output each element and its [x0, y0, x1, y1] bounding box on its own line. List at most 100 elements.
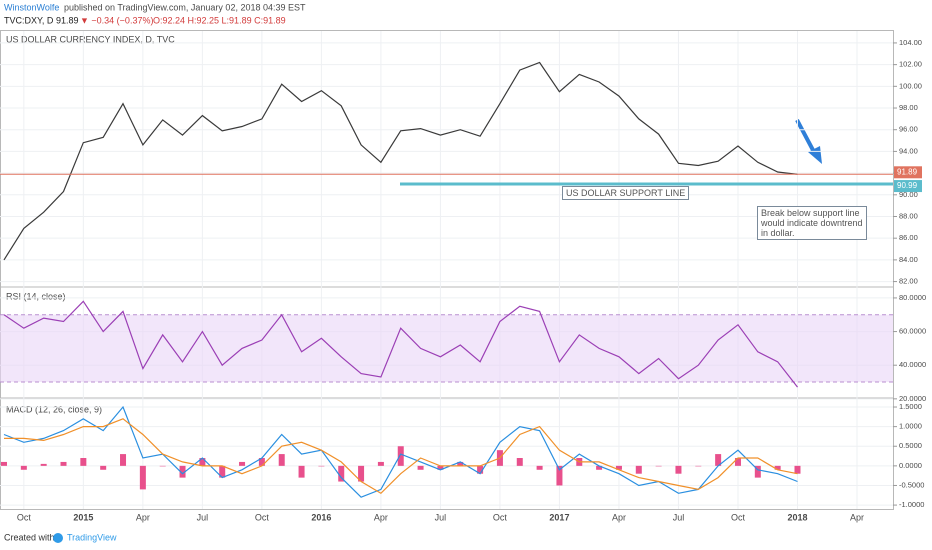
histogram-bar	[734, 458, 741, 466]
y-tick-label: 88.00	[899, 211, 918, 220]
histogram-bar	[615, 465, 622, 470]
histogram-bar	[794, 465, 801, 474]
level-label: 91.89	[897, 167, 918, 176]
y-tick-label: 60.0000	[899, 327, 926, 336]
level-tag	[894, 166, 922, 179]
ohlc: O:92.24 H:92.25 L:91.89 C:91.89	[153, 15, 286, 25]
x-tick-label: Oct	[731, 512, 746, 522]
y-tick-label: 94.00	[899, 146, 918, 155]
x-tick-label: Oct	[493, 512, 508, 522]
y-tick-label: 102.00	[899, 60, 922, 69]
x-tick-label: Apr	[850, 512, 864, 522]
published: published on TradingView.com, January 02…	[64, 2, 306, 12]
x-tick-label: Apr	[612, 512, 626, 522]
y-tick-label: 0.0000	[899, 461, 922, 470]
histogram-bar	[139, 465, 146, 490]
histogram-bar	[536, 465, 543, 470]
y-tick-label: 98.00	[899, 103, 918, 112]
histogram-bar	[20, 465, 27, 470]
level-tag	[894, 180, 922, 193]
histogram-bar	[120, 454, 127, 466]
histogram-bar	[60, 461, 67, 466]
histogram-bar	[754, 465, 761, 478]
histogram-bar	[1, 461, 7, 466]
histogram-bar	[695, 465, 702, 467]
histogram-bar	[40, 463, 47, 466]
histogram-bar	[774, 465, 781, 470]
support-label: US DOLLAR SUPPORT LINE	[562, 186, 690, 200]
histogram-bar	[80, 458, 87, 466]
y-tick-label: 20.0000	[899, 394, 926, 403]
series-line	[4, 418, 798, 495]
x-tick-label: Jul	[435, 512, 447, 522]
y-tick-label: 0.5000	[899, 441, 922, 450]
x-tick-label: Apr	[374, 512, 388, 522]
x-tick-label: Apr	[136, 512, 150, 522]
histogram-bar	[318, 465, 325, 467]
arrow	[795, 119, 816, 153]
x-tick-label: Oct	[17, 512, 32, 522]
histogram-bar	[437, 465, 444, 470]
note: Break below support line would indicate …	[757, 206, 867, 240]
histogram-bar	[278, 454, 285, 466]
histogram-bar	[377, 461, 384, 466]
background	[0, 30, 932, 510]
footer-created: Created with	[4, 532, 55, 542]
y-tick-label: 84.00	[899, 255, 918, 264]
symbol: TVC:DXY, D	[4, 15, 54, 25]
histogram-bar	[417, 465, 424, 470]
histogram-bar	[516, 458, 523, 466]
histogram-bar	[596, 465, 603, 470]
y-tick-label: 80.0000	[899, 293, 926, 302]
histogram-bar	[239, 461, 246, 466]
y-tick-label: 1.0000	[899, 422, 922, 431]
histogram-bar	[258, 458, 265, 466]
rsi-title: RSI (14, close)	[6, 291, 66, 301]
arrow-head	[808, 146, 822, 164]
rsi-band	[0, 314, 893, 383]
histogram-bar	[675, 465, 682, 474]
y-tick-label: 100.00	[899, 81, 922, 90]
change: ▼ −0.34 (−0.37%)	[80, 15, 153, 25]
x-tick-label: Jul	[673, 512, 685, 522]
pane-borders	[0, 30, 894, 510]
y-tick-label: 82.00	[899, 277, 918, 286]
y-tick-label: 104.00	[899, 38, 922, 47]
x-tick-label: 2017	[549, 512, 569, 522]
x-tick-label: Jul	[197, 512, 209, 522]
y-tick-label: 90.00	[899, 190, 918, 199]
level-label: 90.99	[897, 181, 918, 190]
series-line	[3, 61, 798, 261]
histogram-bar	[457, 461, 464, 466]
x-tick-label: 2016	[311, 512, 331, 522]
y-tick-label: 86.00	[899, 233, 918, 242]
histogram-bar	[159, 465, 166, 467]
histogram-bar	[298, 465, 305, 478]
logo	[53, 533, 63, 543]
histogram-bar	[635, 465, 642, 474]
histogram-bar	[358, 465, 365, 482]
y-tick-label: -0.5000	[899, 480, 924, 489]
footer-brand: TradingView	[67, 532, 117, 542]
macd-title: MACD (12, 26, close, 9)	[6, 404, 102, 414]
x-tick-label: Oct	[255, 512, 270, 522]
histogram-bar	[477, 465, 484, 474]
y-tick-label: -1.0000	[899, 500, 924, 509]
histogram-bar	[219, 465, 226, 478]
histogram-bar	[556, 465, 563, 486]
price: 91.89	[56, 15, 79, 25]
x-tick-label: 2018	[787, 512, 807, 522]
histogram-bar	[338, 465, 345, 482]
price-title: US DOLLAR CURRENCY INDEX, D, TVC	[6, 34, 175, 44]
series-line	[3, 300, 798, 388]
histogram-bar	[397, 446, 404, 466]
histogram-bar	[715, 454, 722, 466]
y-tick-label: 1.5000	[899, 402, 922, 411]
y-tick-label: 96.00	[899, 125, 918, 134]
author: WinstonWolfe	[4, 2, 59, 12]
x-tick-label: 2015	[73, 512, 93, 522]
histogram-bar	[179, 465, 186, 478]
histogram-bar	[100, 465, 107, 470]
